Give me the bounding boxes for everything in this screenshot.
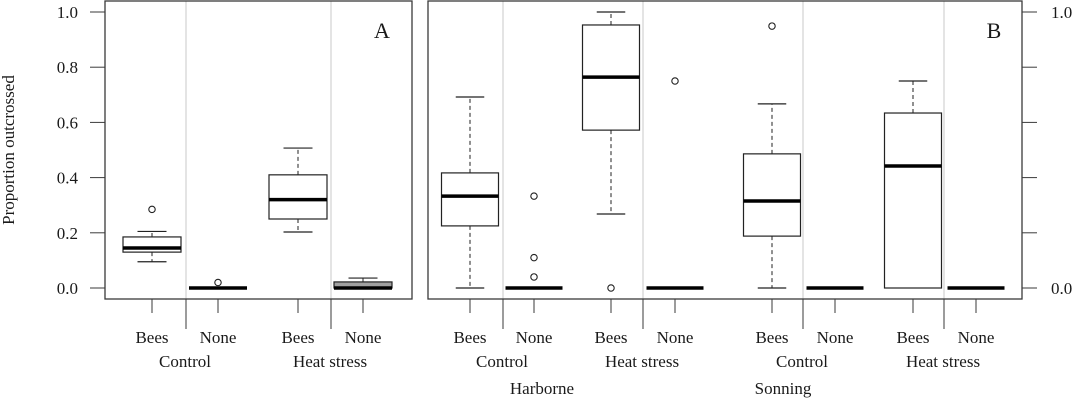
box-harborne-control-none: None — [505, 192, 563, 347]
x-group-label: Control — [476, 352, 528, 371]
panel-label: A — [374, 18, 390, 43]
iqr-box — [122, 236, 182, 253]
iqr-box — [440, 172, 500, 227]
box-sonning-control-none: None — [806, 286, 864, 347]
box-sonning-heat-stress-none: None — [947, 286, 1005, 347]
x-category-label: None — [958, 328, 995, 347]
outlier-point — [607, 284, 615, 292]
box-control-bees: Bees — [122, 205, 182, 347]
y-tick-label: 0.4 — [57, 169, 79, 188]
outlier-point — [148, 205, 156, 214]
y-tick-label: 1.0 — [57, 3, 78, 22]
y-tick-label: 0.2 — [57, 224, 78, 243]
outlier-point — [530, 273, 538, 281]
y-tick-label: 0.0 — [57, 279, 78, 298]
plot-frame — [104, 0, 413, 300]
y-tick-label: 1.0 — [1051, 3, 1072, 22]
x-category-label: Bees — [281, 328, 314, 347]
outlier-point — [214, 278, 222, 287]
outlier-point — [530, 192, 538, 200]
x-category-label: Bees — [896, 328, 929, 347]
plot-frame — [427, 0, 1023, 300]
iqr-box — [268, 174, 328, 220]
y-tick-label: 0.0 — [1051, 279, 1072, 298]
x-group-label: Heat stress — [293, 352, 367, 371]
box-sonning-heat-stress-bees: Bees — [883, 80, 943, 347]
x-category-label: Bees — [135, 328, 168, 347]
x-category-label: None — [516, 328, 553, 347]
y-tick-label: 0.8 — [57, 58, 78, 77]
box-harborne-control-bees: Bees — [440, 96, 500, 347]
box-harborne-heat-stress-bees: Bees — [581, 11, 641, 347]
x-site-label: Sonning — [755, 379, 812, 398]
x-group-label: Heat stress — [906, 352, 980, 371]
y-axis-title: Proportion outcrossed — [0, 75, 18, 225]
iqr-box — [883, 112, 943, 289]
outlier-point — [530, 253, 538, 262]
outlier-point — [768, 22, 776, 30]
panel-A: 0.0 0.2 0.4 0.6 0.8 1.0 A Bees None Bees None Contr… — [57, 0, 413, 371]
panel-label: B — [987, 18, 1002, 43]
x-group-label: Control — [159, 352, 211, 371]
x-category-label: Bees — [755, 328, 788, 347]
x-category-label: Bees — [594, 328, 627, 347]
box-harborne-heat-stress-none: None — [646, 77, 704, 347]
x-category-label: None — [345, 328, 382, 347]
box-heat-stress-bees: Bees — [268, 147, 328, 347]
x-site-label: Harborne — [510, 379, 574, 398]
x-category-label: Bees — [453, 328, 486, 347]
iqr-box — [742, 153, 802, 237]
x-category-label: None — [657, 328, 694, 347]
box-heat-stress-none: None — [333, 277, 393, 347]
x-group-label: Heat stress — [605, 352, 679, 371]
panel-B: 0.0 1.0 B Bees None Bees None Bees None Bees None C… — [427, 0, 1072, 398]
x-group-label: Control — [776, 352, 828, 371]
y-tick-label: 0.6 — [57, 113, 78, 132]
outlier-point — [671, 77, 679, 85]
x-category-label: None — [200, 328, 237, 347]
box-sonning-control-bees: Bees — [742, 22, 802, 347]
box-control-none: None — [189, 278, 247, 347]
x-category-label: None — [817, 328, 854, 347]
